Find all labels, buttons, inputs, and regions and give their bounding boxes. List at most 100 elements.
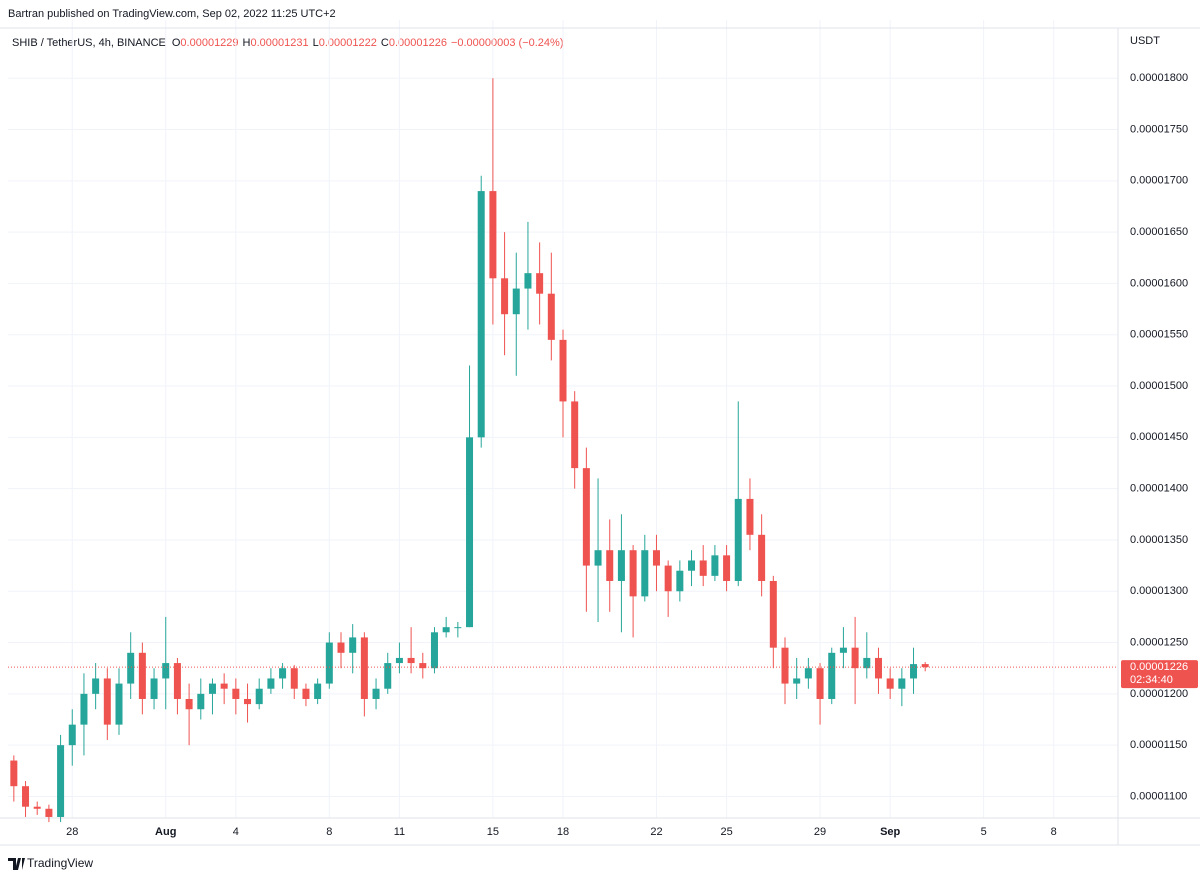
candle-body [255, 688, 263, 705]
candle-body [33, 806, 41, 809]
candle-body [314, 683, 322, 699]
symbol: SHIB / TetherUS, 4h, BINANCE [12, 37, 166, 49]
candle-body [664, 565, 672, 592]
brand-name: TradingView [27, 856, 93, 870]
candle-body [162, 663, 170, 679]
ohlc-value: 0.00001226 [389, 37, 447, 49]
candle-body [68, 724, 76, 746]
candle-body [758, 534, 766, 581]
candle-body [641, 550, 649, 597]
y-unit: USDT [1130, 35, 1160, 47]
candle-body [874, 657, 882, 679]
candle-body [138, 652, 146, 699]
candle-body [384, 663, 392, 689]
candle-body [430, 632, 438, 669]
candle-body [150, 678, 158, 699]
candle-body [80, 693, 88, 725]
candle-body [547, 293, 555, 340]
x-tick-label: 22 [650, 826, 662, 838]
candle-body [676, 570, 684, 592]
symbol-header: SHIB / TetherUS, 4h, BINANCE O0.00001229 H… [12, 37, 564, 49]
candle-body [501, 278, 509, 315]
last-price-box [1121, 660, 1198, 689]
candle-body [711, 555, 719, 576]
y-tick-label: 0.00001450 [1130, 431, 1188, 443]
candle-body [851, 647, 859, 669]
ohlc-value: 0.00001231 [251, 37, 309, 49]
x-tick-label: 25 [720, 826, 732, 838]
candle-body [244, 698, 252, 705]
candle-body [360, 637, 368, 699]
candle-body [127, 652, 135, 684]
candle-body [863, 657, 871, 669]
y-tick-label: 0.00001750 [1130, 123, 1188, 135]
candle-body [419, 663, 427, 669]
candle-body [652, 550, 660, 566]
y-tick-label: 0.00001350 [1130, 534, 1188, 546]
candle-body [57, 745, 65, 817]
candle-body [302, 688, 310, 699]
y-tick-label: 0.00001800 [1130, 72, 1188, 84]
candle-body [524, 273, 532, 289]
candle-body [454, 627, 462, 629]
candle-body [115, 683, 123, 725]
candle-body [92, 678, 100, 694]
x-tick-label: 8 [1051, 826, 1057, 838]
x-tick-label: 5 [981, 826, 987, 838]
candle-body [279, 668, 287, 679]
y-tick-label: 0.00001500 [1130, 380, 1188, 392]
candle-body [746, 498, 754, 535]
y-tick-label: 0.00001300 [1130, 585, 1188, 597]
x-tick-label: 11 [394, 826, 405, 838]
candle-body [688, 560, 696, 571]
candle-body [536, 273, 544, 294]
candle-body [734, 498, 742, 581]
candle-body [489, 191, 497, 279]
y-tick-label: 0.00001400 [1130, 483, 1188, 495]
x-tick-label: 28 [66, 826, 78, 838]
y-tick-label: 0.00001150 [1130, 739, 1187, 751]
candle-body [395, 657, 403, 664]
y-tick-label: 0.00001650 [1130, 226, 1188, 238]
last-price-label: 0.00001226 [1130, 661, 1188, 673]
y-tick-label: 0.00001250 [1130, 636, 1188, 648]
candle-body [512, 288, 520, 315]
candle-body [337, 642, 345, 653]
x-tick-label: 29 [814, 826, 826, 838]
candle-body [839, 647, 847, 653]
candle-body [629, 550, 637, 597]
ohlc-key: O [172, 37, 181, 49]
ohlc-key: H [243, 37, 251, 49]
branding: TradingView [8, 856, 93, 870]
candle-body [232, 688, 240, 699]
candle-body [699, 560, 707, 576]
candle-body [22, 786, 30, 807]
change: −0.00000003 (−0.24%) [451, 37, 564, 49]
y-tick-label: 0.00001200 [1130, 688, 1188, 700]
x-tick-label: 4 [233, 826, 239, 838]
candle-body [886, 678, 894, 689]
ohlc-value: 0.00001229 [180, 37, 238, 49]
candle-body [804, 668, 812, 679]
candle-body [220, 683, 228, 689]
candle-body [197, 693, 205, 710]
candle-body [290, 668, 298, 689]
x-tick-label: 18 [557, 826, 569, 838]
publisher-note: Bartran published on TradingView.com, Se… [8, 8, 336, 20]
y-tick-label: 0.00001600 [1130, 277, 1188, 289]
candle-body [816, 668, 824, 699]
candle-body [477, 191, 485, 438]
y-tick-label: 0.00001700 [1130, 175, 1188, 187]
candle-body [571, 401, 579, 469]
candle-body [267, 678, 275, 689]
candle-body [910, 664, 918, 679]
candle-body [185, 698, 193, 710]
candle-body [921, 664, 929, 668]
candle-body [173, 663, 181, 699]
y-tick-label: 0.00001550 [1130, 329, 1188, 341]
candle-body [10, 760, 18, 787]
candle-body [407, 657, 415, 664]
candle-body [606, 550, 614, 581]
